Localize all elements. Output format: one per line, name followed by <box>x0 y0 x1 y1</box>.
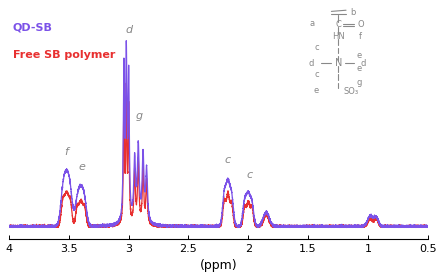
Text: g: g <box>136 111 143 121</box>
Text: Free SB polymer: Free SB polymer <box>13 50 115 60</box>
Text: g: g <box>357 78 362 87</box>
Text: f: f <box>65 147 69 157</box>
Text: e: e <box>79 162 85 172</box>
Text: c: c <box>246 170 252 180</box>
Text: e: e <box>313 86 319 95</box>
Text: C: C <box>335 21 341 29</box>
Text: QD-SB: QD-SB <box>13 23 53 32</box>
Text: e: e <box>357 64 362 73</box>
Text: d: d <box>125 25 132 35</box>
Text: a: a <box>309 19 315 28</box>
Text: e: e <box>357 51 362 60</box>
Text: SO₃: SO₃ <box>344 88 359 96</box>
Text: O: O <box>358 21 364 29</box>
Text: c: c <box>225 155 231 165</box>
Text: f: f <box>358 32 362 41</box>
Text: N: N <box>335 58 342 68</box>
Text: c: c <box>314 43 319 52</box>
Text: d: d <box>361 59 366 68</box>
Text: HN: HN <box>332 32 345 41</box>
Text: d: d <box>308 59 313 68</box>
X-axis label: (ppm): (ppm) <box>199 259 237 272</box>
Text: c: c <box>314 70 319 79</box>
Text: b: b <box>350 8 355 17</box>
